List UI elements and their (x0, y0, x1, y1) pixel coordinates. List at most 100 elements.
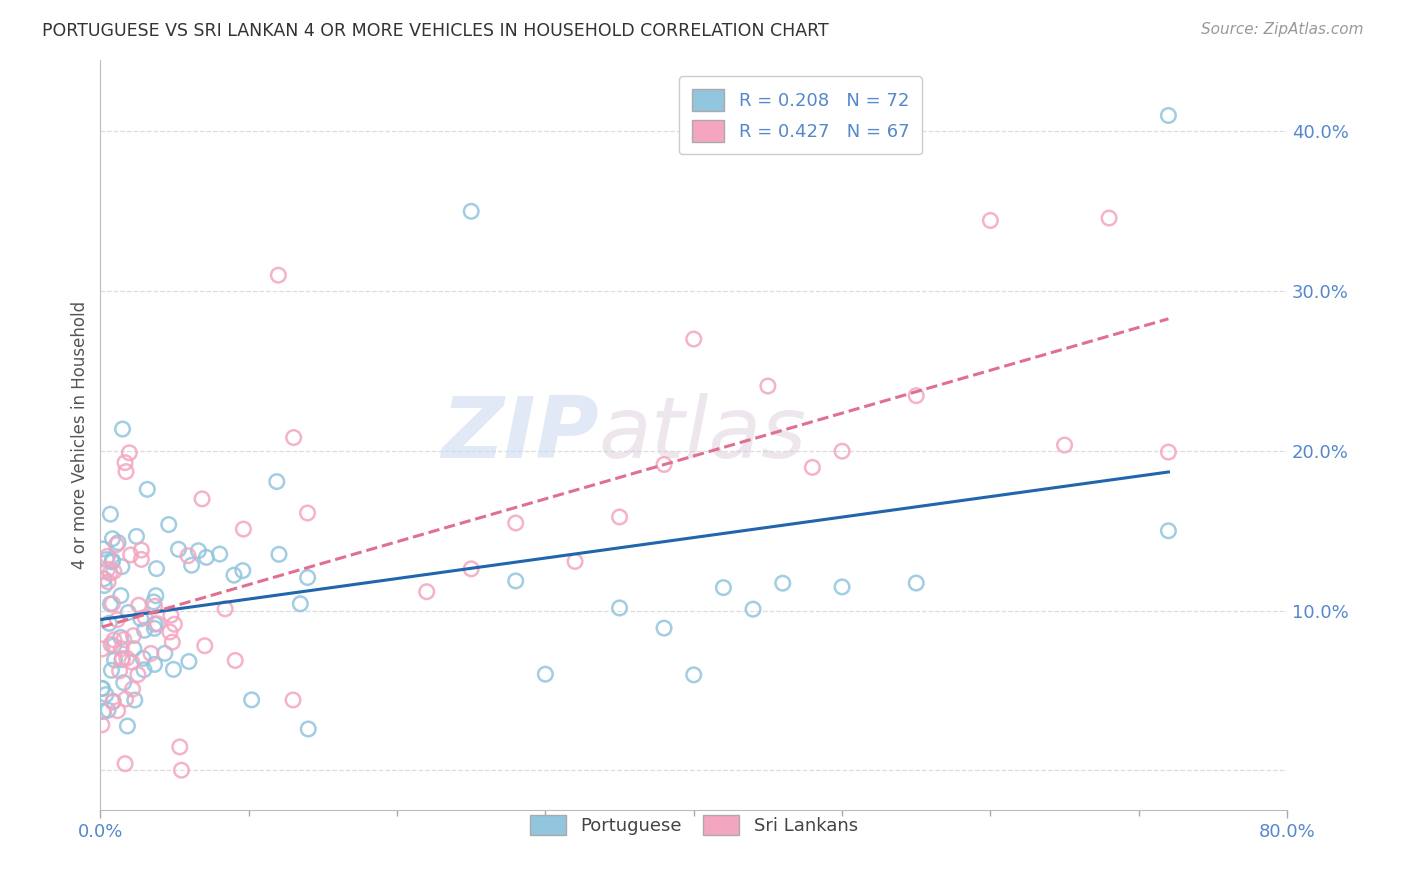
Point (101, 555, 124, 569)
Point (98, 566, 121, 581)
Point (1157, 445, 1180, 459)
Point (214, 602, 236, 616)
Point (177, 549, 200, 563)
Point (134, 610, 156, 624)
Point (111, 422, 134, 436)
Point (90, 681, 112, 696)
Point (232, 522, 254, 536)
Point (128, 599, 150, 613)
Point (162, 662, 184, 676)
Point (169, 739, 191, 754)
Point (979, 213, 1001, 227)
Point (115, 651, 138, 665)
Point (142, 595, 165, 609)
Point (105, 613, 128, 627)
Point (111, 559, 134, 574)
Point (297, 722, 319, 736)
Point (97, 574, 120, 589)
Point (297, 570, 319, 584)
Point (143, 599, 166, 614)
Point (117, 719, 139, 733)
Point (121, 682, 143, 697)
Point (108, 664, 131, 678)
Point (125, 529, 148, 543)
Point (103, 639, 125, 653)
Point (756, 379, 779, 393)
Point (505, 574, 527, 588)
Point (145, 561, 167, 575)
Point (91, 705, 114, 719)
Point (177, 655, 200, 669)
Point (100, 663, 122, 677)
Point (609, 510, 631, 524)
Point (1053, 438, 1076, 452)
Point (460, 562, 482, 576)
Point (170, 763, 193, 777)
Point (267, 547, 290, 561)
Point (534, 667, 557, 681)
Point (167, 542, 190, 557)
Point (103, 653, 125, 667)
Point (110, 641, 132, 656)
Point (905, 389, 928, 403)
Point (742, 602, 765, 616)
Point (112, 632, 135, 647)
Point (101, 695, 124, 709)
Point (281, 693, 304, 707)
Point (100, 597, 122, 611)
Point (208, 547, 231, 561)
Point (143, 657, 166, 672)
Point (682, 332, 704, 346)
Point (146, 616, 169, 631)
Point (90, 718, 112, 732)
Point (97, 562, 120, 576)
Point (232, 564, 254, 578)
Text: Source: ZipAtlas.com: Source: ZipAtlas.com (1201, 22, 1364, 37)
Point (93, 578, 115, 592)
Text: atlas: atlas (599, 393, 807, 476)
Text: PORTUGUESE VS SRI LANKAN 4 OR MORE VEHICLES IN HOUSEHOLD CORRELATION CHART: PORTUGUESE VS SRI LANKAN 4 OR MORE VEHIC… (42, 22, 830, 40)
Point (1157, 108, 1180, 122)
Point (103, 632, 125, 647)
Point (94, 688, 117, 702)
Point (145, 589, 167, 603)
Point (162, 635, 184, 649)
Point (159, 625, 181, 640)
Point (415, 584, 437, 599)
Point (110, 589, 132, 603)
Point (100, 507, 122, 521)
Text: ZIP: ZIP (441, 393, 599, 476)
Point (93, 572, 115, 586)
Point (105, 538, 128, 552)
Point (652, 458, 675, 472)
Point (100, 637, 122, 651)
Point (831, 580, 853, 594)
Point (110, 631, 132, 645)
Point (98, 616, 121, 631)
Point (157, 517, 180, 532)
Point (153, 646, 176, 660)
Point (101, 553, 124, 567)
Point (120, 548, 142, 562)
Point (115, 465, 138, 479)
Point (187, 543, 209, 558)
Point (121, 655, 143, 669)
Point (143, 621, 166, 635)
Point (132, 651, 155, 665)
Point (131, 543, 153, 558)
Point (139, 647, 162, 661)
Point (682, 668, 704, 682)
Point (132, 663, 155, 677)
Point (111, 653, 134, 667)
Point (122, 641, 145, 656)
Point (180, 558, 202, 573)
Point (97, 703, 120, 717)
Point (103, 694, 125, 708)
Point (122, 629, 145, 643)
Point (224, 653, 246, 667)
Point (129, 612, 152, 626)
Point (127, 667, 149, 681)
Point (1157, 524, 1180, 538)
Point (134, 624, 156, 638)
Point (460, 204, 482, 219)
